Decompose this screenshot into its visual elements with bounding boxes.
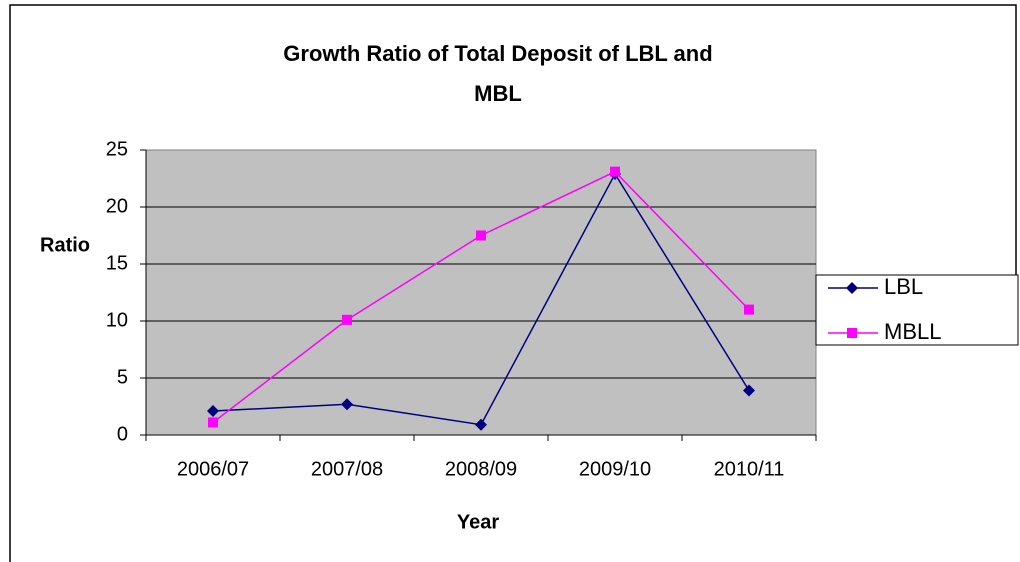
legend-label: MBLL: [884, 319, 941, 344]
legend-label: LBL: [884, 274, 923, 299]
chart-title: MBL: [474, 81, 522, 106]
x-tick-label: 2007/08: [311, 458, 383, 480]
data-point: [744, 304, 754, 315]
data-point: [341, 398, 353, 411]
data-point: [476, 230, 486, 241]
plot-area: [145, 149, 817, 436]
x-tick-label: 2010/11: [714, 458, 785, 480]
y-tick-label: 15: [106, 252, 128, 274]
x-tick-label: 2008/09: [445, 458, 517, 480]
chart-title: Growth Ratio of Total Deposit of LBL and: [283, 41, 712, 66]
y-tick-label: 10: [106, 309, 128, 331]
y-tick-label: 5: [117, 366, 128, 388]
data-point: [342, 314, 352, 325]
data-point: [475, 418, 487, 431]
chart-border: [9, 4, 1017, 562]
y-tick-label: 25: [106, 138, 128, 160]
data-point: [610, 166, 620, 177]
legend-marker: [846, 282, 858, 294]
data-point: [207, 405, 219, 418]
x-tick-label: 2006/07: [177, 458, 249, 480]
y-tick-label: 20: [106, 195, 128, 217]
y-tick-label: 0: [117, 423, 128, 445]
data-point: [208, 417, 218, 428]
x-tick-label: 2009/10: [579, 458, 651, 480]
x-axis-label: Year: [457, 511, 499, 533]
data-point: [743, 384, 755, 397]
legend-marker: [847, 328, 857, 338]
y-axis-label: Ratio: [40, 234, 90, 256]
